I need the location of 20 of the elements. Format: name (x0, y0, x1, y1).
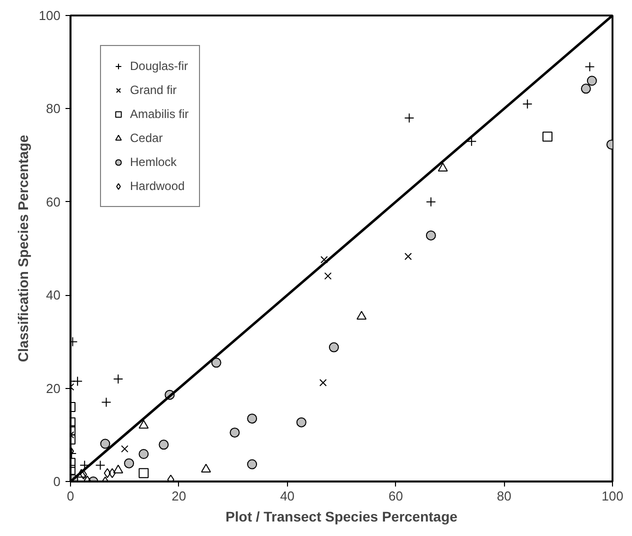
legend-label: Douglas-fir (130, 59, 188, 73)
x-tick-label: 80 (496, 488, 512, 504)
legend-label: Cedar (130, 131, 163, 145)
x-tick-label: 40 (280, 488, 295, 504)
legend-label: Amabilis fir (130, 107, 189, 121)
x-tick-label: 0 (66, 488, 74, 504)
legend-label: Grand fir (130, 83, 177, 97)
y-tick-label: 40 (46, 288, 61, 303)
x-tick-label: 100 (602, 488, 624, 504)
y-axis-title: Classification Species Percentage (14, 134, 31, 362)
x-tick-label: 20 (172, 488, 186, 504)
y-tick-label: 100 (38, 8, 61, 23)
x-tick-label: 60 (388, 488, 403, 504)
legend-label: Hemlock (130, 155, 177, 169)
x-axis-title: Plot / Transect Species Percentage (226, 508, 458, 524)
legend-label: Hardwood (130, 179, 185, 193)
y-tick-label: 60 (46, 194, 61, 210)
y-tick-label: 0 (53, 474, 61, 489)
y-tick-label: 80 (46, 101, 61, 116)
y-tick-label: 20 (46, 380, 61, 396)
